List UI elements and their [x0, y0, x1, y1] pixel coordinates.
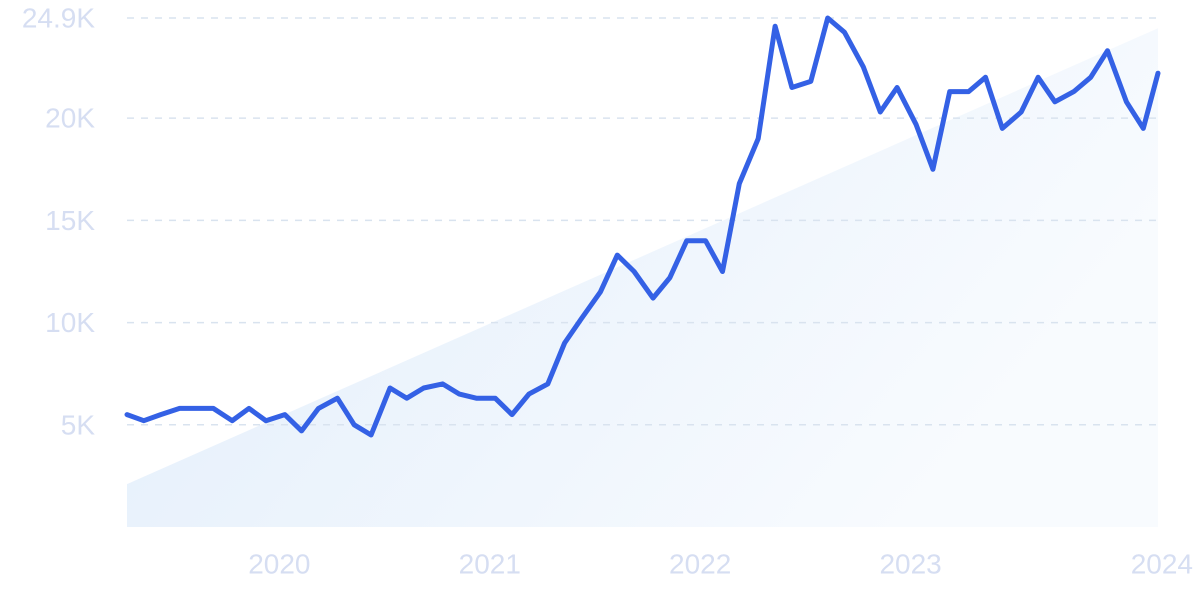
- y-tick-label: 24.9K: [22, 3, 95, 34]
- x-tick-label: 2021: [459, 549, 521, 580]
- y-tick-label: 20K: [45, 103, 95, 134]
- y-axis-ticks: 5K 10K 15K 20K 24.9K: [22, 3, 95, 441]
- x-tick-label: 2020: [248, 549, 310, 580]
- y-tick-label: 5K: [61, 409, 96, 440]
- x-axis-ticks: 2020 2021 2022 2023 2024: [248, 549, 1193, 580]
- y-tick-label: 15K: [45, 205, 95, 236]
- trend-area: [127, 28, 1158, 527]
- series-line: [124, 15, 1161, 438]
- y-tick-label: 10K: [45, 307, 95, 338]
- x-tick-label: 2023: [879, 549, 941, 580]
- x-tick-label: 2022: [669, 549, 731, 580]
- x-tick-label: 2024: [1131, 549, 1193, 580]
